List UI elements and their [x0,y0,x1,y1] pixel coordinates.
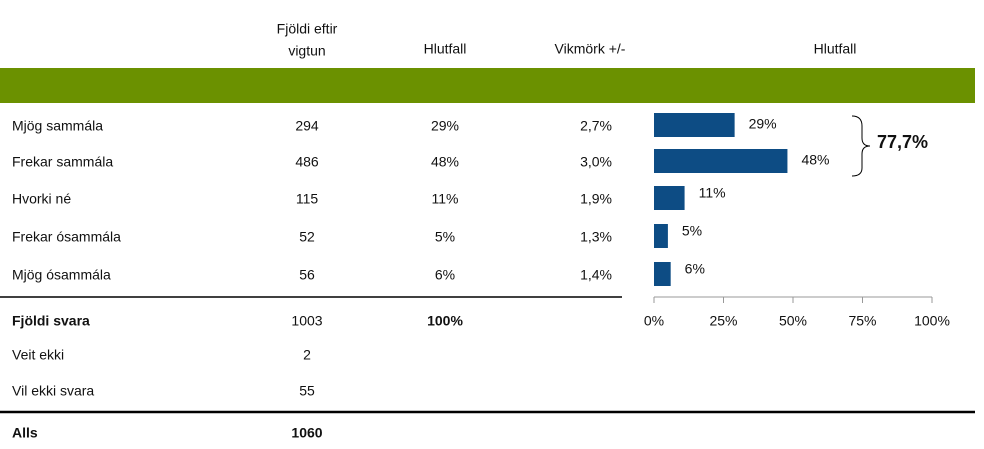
cell: 1,3% [580,229,612,245]
cell: 486 [295,154,319,170]
x-tick-label: 0% [644,313,664,329]
cell: 5% [435,229,455,245]
cell: 294 [295,118,319,134]
cell: 29% [431,118,459,134]
cell: 56 [299,267,315,283]
header-margin: Vikmörk +/- [555,41,626,57]
value-label: 11% [699,185,726,201]
x-tick-label: 50% [779,313,807,329]
bar [654,149,788,173]
bar [654,262,671,286]
cell: 1060 [291,425,322,441]
cell: 48% [431,154,459,170]
chart-title: Hlutfall [814,41,857,57]
header-band [0,68,975,103]
bar [654,224,668,248]
cell: 6% [435,267,455,283]
cell: 100% [427,313,463,329]
x-tick-label: 75% [848,313,876,329]
cell: 55 [299,383,315,399]
value-label: 5% [682,223,702,239]
brace [851,115,871,177]
cell: 115 [296,191,319,207]
value-label: 6% [685,261,705,277]
cell: Mjög ósammála [12,267,111,283]
bar [654,186,685,210]
header-count: vigtun [288,43,325,59]
cell: 52 [299,229,315,245]
cell: Fjöldi svara [12,313,90,329]
cell: Frekar ósammála [12,229,121,245]
x-tick-label: 25% [709,313,737,329]
cell: Veit ekki [12,347,64,363]
value-label: 48% [801,152,829,168]
cell: 11% [432,191,459,207]
header-count: Fjöldi eftir [277,21,338,37]
cell: 2 [303,347,311,363]
value-label: 29% [749,116,777,132]
cell: Vil ekki svara [12,383,94,399]
cell: 1,9% [580,191,612,207]
cell: Alls [12,425,38,441]
cell: Frekar sammála [12,154,113,170]
cell: Hvorki né [12,191,71,207]
annotation: 77,7% [877,132,928,152]
x-tick-label: 100% [914,313,950,329]
cell: 3,0% [580,154,612,170]
header-share: Hlutfall [424,41,467,57]
cell: Mjög sammála [12,118,103,134]
cell: 2,7% [580,118,612,134]
cell: 1,4% [580,267,612,283]
cell: 1003 [291,313,322,329]
bar [654,113,735,137]
